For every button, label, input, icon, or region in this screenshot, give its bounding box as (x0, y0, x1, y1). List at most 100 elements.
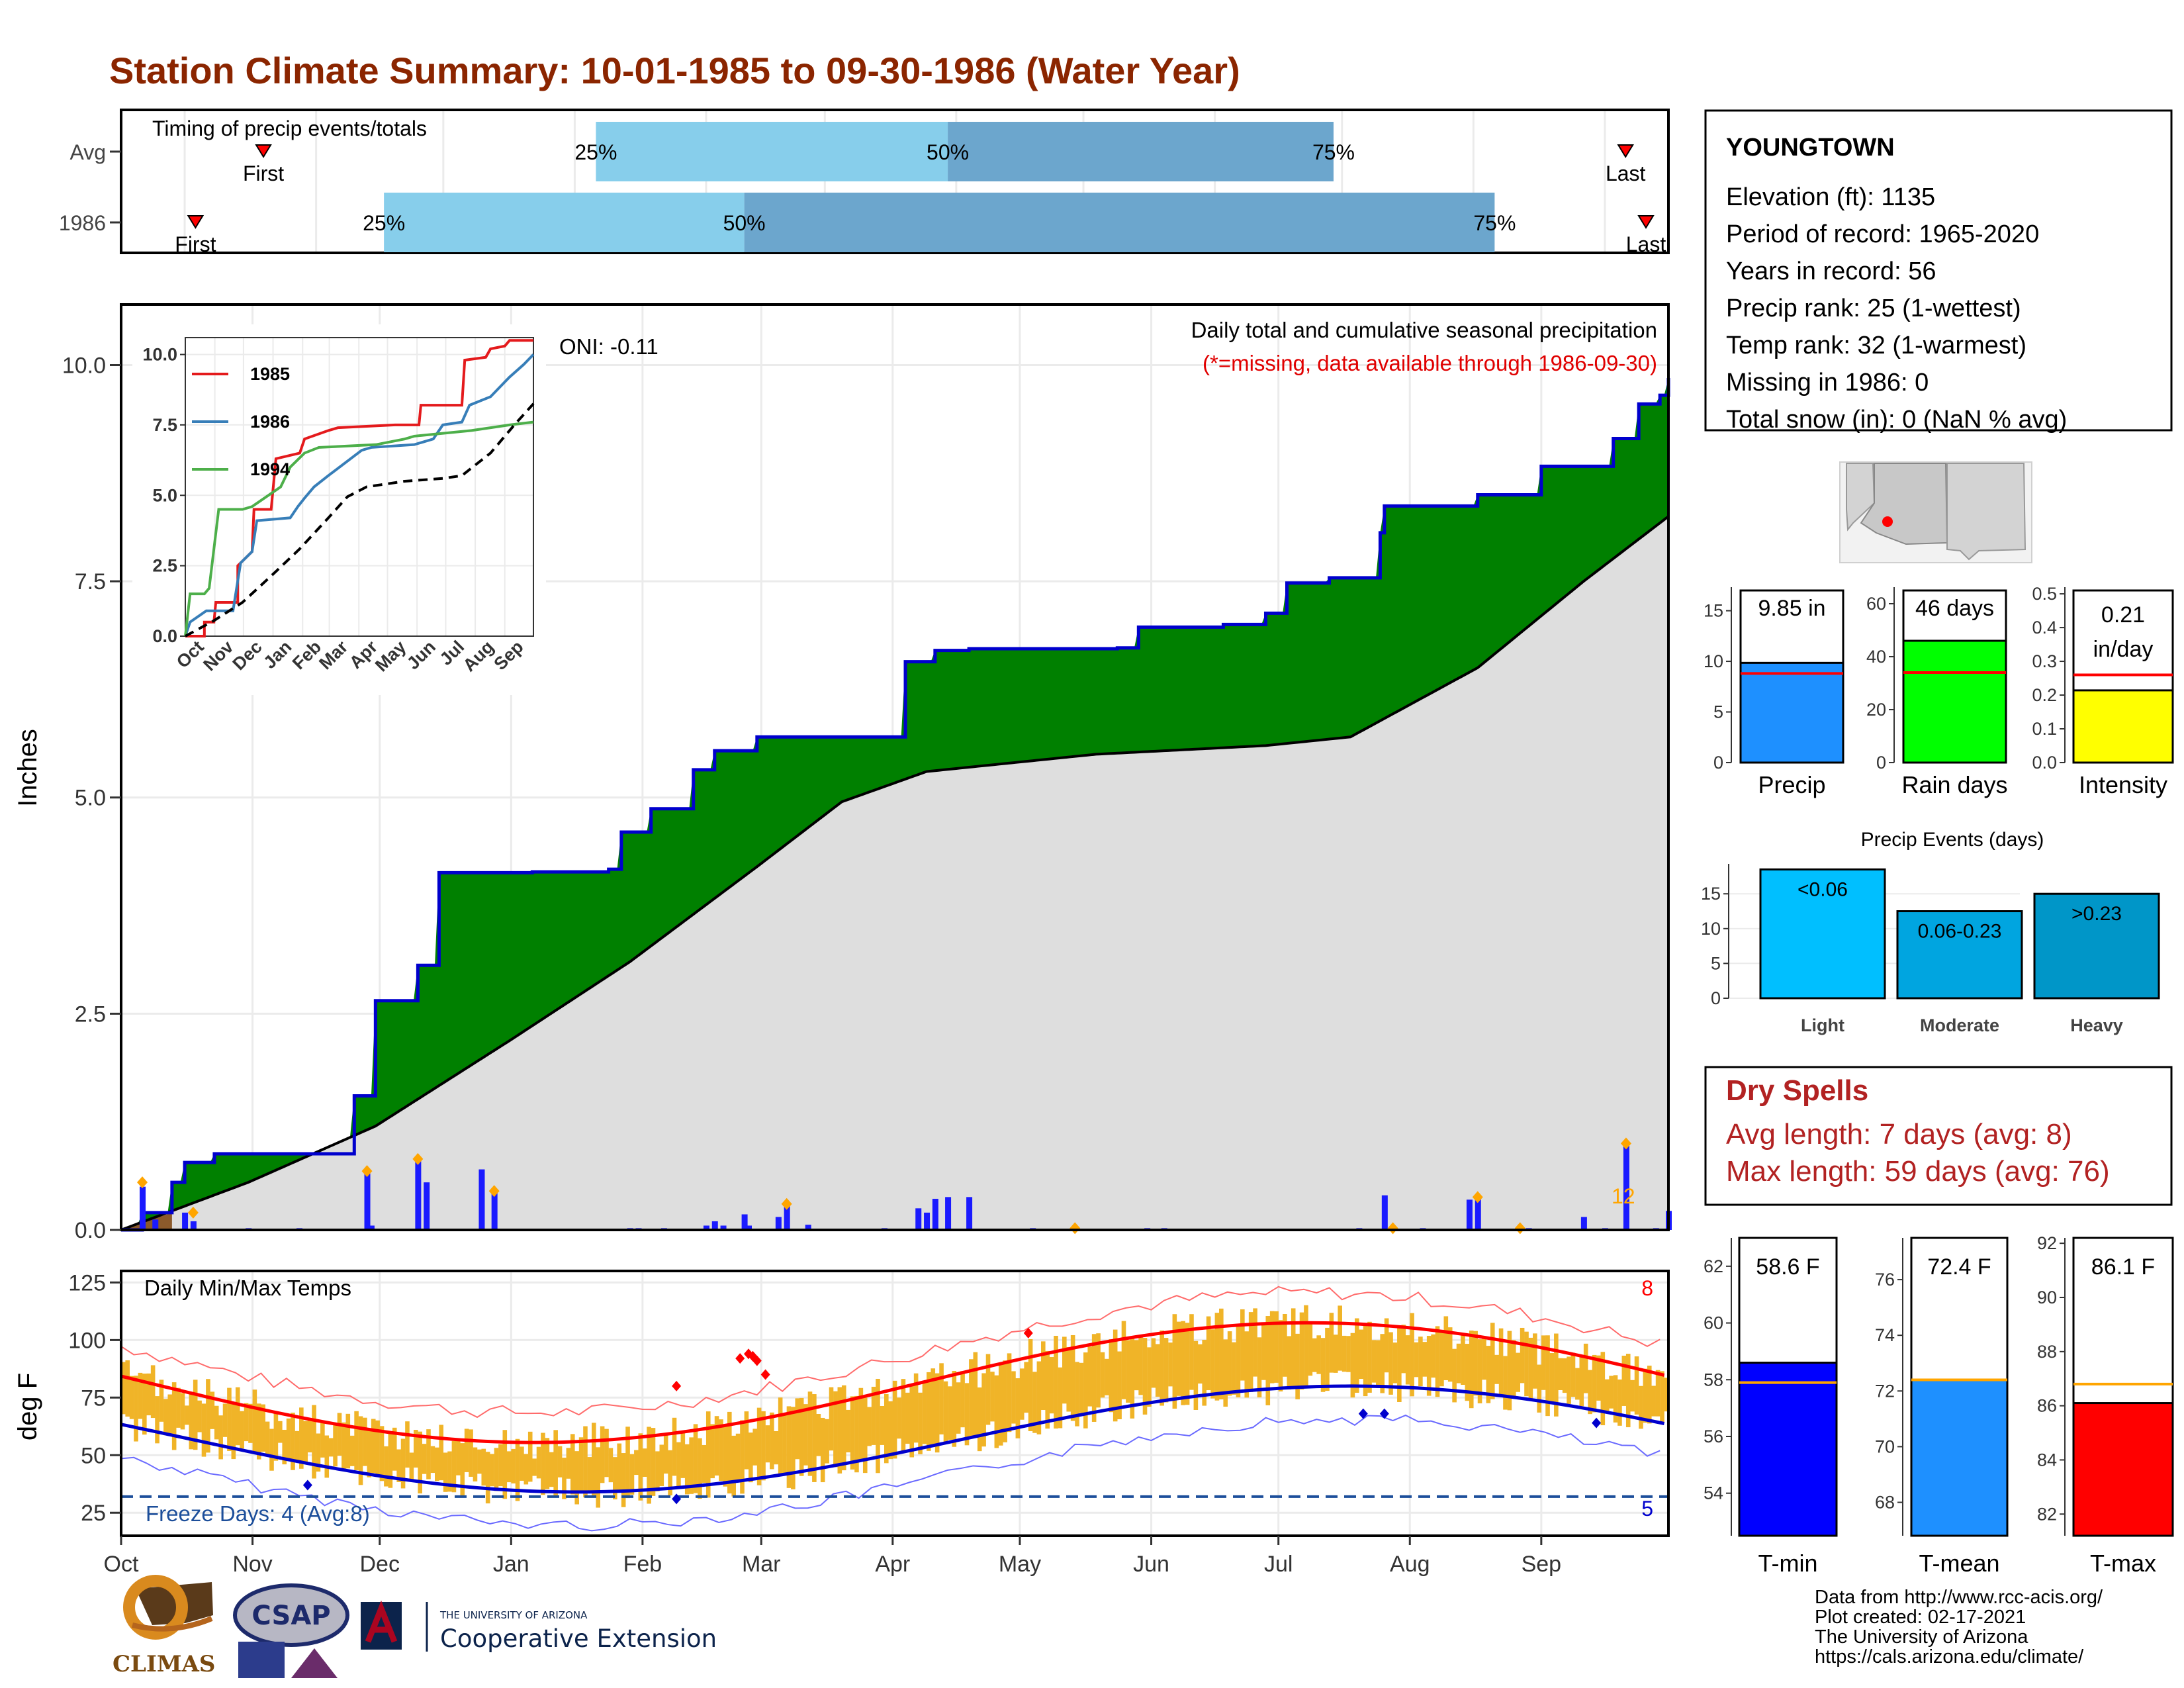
temp-ytick-label: 125 (68, 1270, 106, 1295)
temp-daily-range-bar (349, 1435, 355, 1466)
temp-daily-range-bar (1040, 1341, 1046, 1411)
page-title: Station Climate Summary: 10-01-1985 to 0… (109, 50, 1240, 91)
temp-daily-range-bar (803, 1404, 808, 1466)
temp-daily-range-bar (1163, 1338, 1169, 1403)
inset-ytick-label: 0.0 (152, 626, 177, 646)
precip-event-marker (488, 1185, 500, 1197)
temp-daily-range-bar (1621, 1355, 1627, 1406)
temp-y-axis: 25 50 75 100 125 (68, 1270, 121, 1526)
temp-daily-range-bar (430, 1446, 435, 1474)
events-bar-category: Light (1801, 1015, 1844, 1035)
temp-daily-range-bar (1545, 1335, 1550, 1417)
temp-record-low-marker (672, 1493, 682, 1505)
temp-daily-range-bar (235, 1387, 240, 1446)
timing-marker-first (187, 215, 205, 229)
temp-daily-range-bar (833, 1391, 838, 1468)
events-ytick-label: 5 (1711, 953, 1721, 973)
temp-daily-range-bar (435, 1447, 439, 1481)
temp-daily-range-bar (604, 1429, 609, 1477)
temp-daily-range-bar (774, 1431, 779, 1465)
temp-daily-range-bar (1142, 1338, 1148, 1415)
temp-daily-range-bar (363, 1417, 367, 1466)
temp-daily-range-bar (1401, 1325, 1406, 1374)
temp-summary-ytick-label: 92 (2037, 1233, 2057, 1253)
temp-daily-range-bar (698, 1438, 702, 1499)
temp-daily-range-bar (553, 1430, 558, 1498)
temp-daily-range-bar (621, 1453, 626, 1507)
temp-daily-range-bar (1537, 1364, 1542, 1413)
summary-bar-value-label: 46 days (1915, 596, 1994, 621)
temp-daily-range-bar (1461, 1333, 1465, 1385)
temp-daily-range-bar (1350, 1333, 1355, 1398)
temp-daily-range-bar (981, 1373, 986, 1447)
summary-bar-charts: 0 5 10 15 9.85 in Precip 0 20 40 60 46 days Rain da… (1704, 584, 2174, 798)
temp-summary-ytick-label: 70 (1875, 1436, 1895, 1456)
temp-daily-range-bar (1376, 1340, 1381, 1388)
temp-daily-range-bar (248, 1403, 253, 1443)
temperature-bar-charts: 54 56 58 60 62 58.6 F T-min 68 70 72 74 76 72.4 F T-m… (1704, 1233, 2174, 1577)
temp-daily-range-bar (1189, 1314, 1194, 1390)
temp-daily-range-bar (1477, 1339, 1482, 1404)
temp-daily-range-bar (786, 1406, 792, 1488)
station-elevation: Elevation (ft): 1135 (1726, 183, 1935, 211)
temp-daily-range-bar (948, 1386, 952, 1440)
temp-daily-range-bar (1227, 1331, 1232, 1396)
inset-frame (185, 337, 534, 637)
temp-daily-range-bar (1291, 1308, 1296, 1389)
temp-summary-category: T-max (2090, 1550, 2156, 1577)
temp-daily-range-bar (625, 1427, 630, 1499)
temp-daily-range-bar (261, 1404, 265, 1452)
temp-daily-range-bar (905, 1392, 910, 1444)
climas-logo-swoosh (132, 1616, 213, 1632)
temp-daily-range-bar (1219, 1308, 1224, 1399)
temp-daily-range-bar (782, 1413, 787, 1475)
temp-daily-range-bar (672, 1417, 677, 1476)
temp-summary-ytick-label: 74 (1875, 1325, 1895, 1345)
temp-daily-range-bar (1354, 1318, 1359, 1393)
precip-daily-bar (415, 1158, 422, 1230)
temp-daily-range-bar (570, 1434, 575, 1495)
temp-daily-range-bar (1100, 1352, 1105, 1398)
precip-panel: 0.0 2.5 5.0 7.5 10.0 Inches Daily total and … (13, 303, 1672, 1243)
summary-ytick-label: 0.3 (2032, 651, 2057, 671)
dry-spells-frame (1704, 1066, 2173, 1206)
temp-daily-range-bar (443, 1452, 448, 1492)
temp-daily-range-bar (613, 1457, 617, 1500)
ua-logo-a (365, 1600, 398, 1643)
temp-daily-range-bar (744, 1411, 749, 1470)
precip-daily-bar (932, 1198, 938, 1230)
temp-daily-range-bar (1232, 1342, 1236, 1395)
temp-daily-range-bar (684, 1444, 690, 1495)
temp-daily-range-bar (1570, 1352, 1576, 1397)
temp-daily-range-bar (642, 1448, 647, 1477)
temp-summary-bar (1910, 1378, 2009, 1537)
temp-daily-range-bar (1283, 1313, 1287, 1377)
temp-daily-range-bar (1202, 1340, 1206, 1406)
timing-label-last: Last (1606, 162, 1646, 185)
temp-daily-range-bar (1155, 1344, 1160, 1397)
temp-daily-range-bar (909, 1385, 915, 1458)
temp-daily-range-bar (655, 1451, 660, 1491)
events-bar-heavy (2033, 892, 2160, 1000)
temp-daily-range-bar (1151, 1338, 1156, 1388)
timing-label-q50: 50% (723, 211, 766, 235)
temp-daily-range-bar (1075, 1362, 1079, 1427)
temp-summary-bar (1738, 1362, 1838, 1537)
temp-daily-range-bar (1494, 1354, 1499, 1384)
temp-daily-range-bar (1054, 1335, 1058, 1429)
temp-daily-range-bar (668, 1450, 672, 1496)
precip-daily-bar (741, 1214, 748, 1230)
climas-logo-shape (136, 1582, 213, 1625)
temp-daily-range-bar (663, 1434, 668, 1474)
temp-daily-range-bar (719, 1419, 723, 1481)
temp-ytick-label: 100 (68, 1328, 106, 1353)
temp-daily-range-bar (977, 1387, 982, 1452)
events-bar-category: Moderate (1920, 1015, 1999, 1035)
summary-ytick-label: 10 (1704, 651, 1723, 671)
temp-daily-range-bar (269, 1429, 274, 1471)
temp-summary-ytick-label: 56 (1704, 1427, 1723, 1446)
timing-label-last: Last (1626, 232, 1666, 256)
footer-line-created: Plot created: 02-17-2021 (1815, 1607, 2026, 1628)
precip-average-line (120, 515, 1670, 1231)
csap-logo: CSAP (233, 1583, 349, 1678)
